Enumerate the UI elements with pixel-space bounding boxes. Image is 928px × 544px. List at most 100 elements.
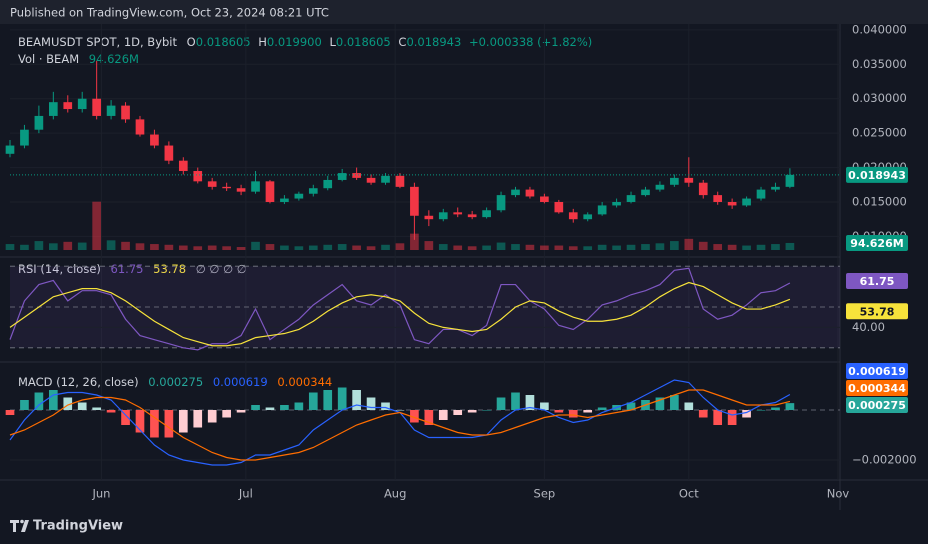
rsi-title: RSI (14, close) [18,262,101,276]
candle-body [698,182,708,196]
volume-bar [612,245,621,250]
histogram-bar [525,395,535,410]
volume-bar [771,244,780,250]
volume-bar [597,244,607,250]
l-label: L [329,35,336,49]
volume-bar [294,246,304,250]
volume-bar [308,245,318,250]
histogram-bar [568,410,578,418]
signal-tag-bg [846,380,908,396]
candle-body [540,196,549,202]
volume-bar [207,245,217,250]
volume-legend: Vol · BEAM 94.626M [18,52,139,66]
histogram-bar [482,410,491,411]
histogram-bar [438,410,448,420]
rsi-value: 61.75 [111,262,144,276]
candle-body [568,212,578,220]
histogram-bar [294,402,304,410]
histogram-bar [150,410,159,438]
candle-body [554,201,564,213]
candle-body [222,186,231,189]
last-volume-tag-bg [846,234,908,251]
series-line [9,389,791,461]
histogram-bar [756,410,766,411]
histogram-bar [207,410,217,423]
histogram-bar [63,397,73,410]
candle-body [482,210,491,218]
candle-body [467,214,477,218]
volume-bar [438,244,448,250]
candle-body [135,119,145,135]
volume-bar [395,243,405,250]
candle-body [756,189,766,199]
volume-bar [511,244,520,250]
histogram-bar [222,410,231,418]
histogram-bar [193,410,203,428]
histogram-bar [366,397,376,410]
candle-body [438,212,448,220]
candle-body [121,105,130,120]
volume-bar [77,242,87,250]
candle-body [48,102,58,116]
rsi-ma-tag-bg [846,303,908,320]
x-tick-label: Nov [827,487,850,501]
volume-bar [467,246,477,250]
candle-body [106,105,116,116]
histogram-bar [655,397,665,410]
candle-body [280,198,289,202]
publish-bar [0,0,928,24]
histogram-bar [236,410,246,413]
x-tick-label: Jun [91,487,110,501]
candle-body [496,195,506,211]
histogram-bar [496,397,506,410]
histogram-bar [698,410,708,418]
candle-body [713,195,723,202]
volume-bar [713,244,723,250]
x-tick-label: Sep [534,487,556,501]
candle-body [785,174,795,187]
histogram-bar [554,410,564,413]
histogram-bar [684,402,694,410]
volume-bar [5,244,15,250]
candle-body [308,188,318,194]
candle-body [684,177,694,183]
hist-tag: 0.000275 [848,399,906,412]
volume-bar [381,244,390,250]
candle-body [178,160,188,172]
histogram-bar [20,400,29,410]
candle-body [265,181,275,202]
candle-body [655,184,665,190]
rsi-ma-value: 53.78 [153,262,186,276]
histogram-bar [48,390,58,410]
histogram-bar [727,410,737,425]
volume-bar [265,244,275,250]
histogram-bar [265,407,275,410]
c-label: C [398,35,406,49]
y-tick-label: 0.025000 [852,126,907,140]
histogram-bar [164,410,174,438]
volume-bar [641,244,650,250]
candle-body [410,186,419,216]
candle-body [424,215,434,220]
histogram-bar [251,405,260,410]
volume-bar [121,241,130,250]
volume-bar [525,244,535,250]
histogram-bar [106,410,116,413]
y-tick-label: 0.040000 [852,22,907,36]
volume-name: Vol · BEAM [18,52,79,66]
histogram-bar [92,407,101,410]
y-tick-label: 0.015000 [852,194,907,208]
volume-bar [785,242,795,250]
candle-body [294,193,304,199]
histogram-bar [178,410,188,433]
volume-bar [496,242,506,250]
signal-value: 0.000344 [277,375,332,389]
x-tick-label: Jul [238,487,253,501]
volume-bar [424,241,434,250]
hist-tag-bg [846,397,908,413]
candle-body [525,189,535,197]
price-legend: BEAMUSDT SPOT, 1D, Bybit O0.018605 H0.01… [18,35,592,49]
histogram-bar [785,403,795,410]
signal-tag: 0.000344 [848,382,906,395]
